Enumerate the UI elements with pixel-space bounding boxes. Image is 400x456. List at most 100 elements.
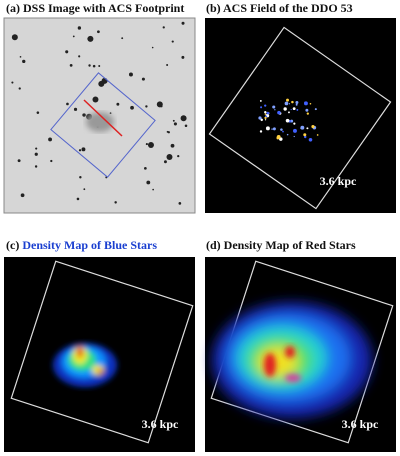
star	[166, 130, 169, 133]
star	[177, 154, 180, 158]
star	[141, 77, 145, 81]
star	[116, 102, 120, 106]
star	[259, 100, 262, 102]
star	[258, 116, 262, 120]
star	[66, 102, 69, 106]
star	[69, 63, 73, 67]
star	[272, 127, 276, 131]
star	[286, 98, 289, 102]
star	[264, 104, 267, 107]
star	[277, 110, 281, 115]
star	[92, 96, 99, 103]
star	[152, 188, 154, 191]
star	[282, 130, 284, 133]
star	[18, 87, 21, 90]
star	[316, 134, 319, 136]
star	[11, 81, 14, 84]
star	[264, 113, 267, 115]
star	[184, 124, 188, 128]
star	[260, 106, 263, 109]
star	[166, 153, 173, 160]
star	[81, 147, 86, 152]
panel-title: (c) Density Map of Blue Stars	[6, 238, 157, 252]
star	[130, 105, 134, 110]
star	[173, 122, 177, 126]
star	[306, 127, 309, 130]
star	[146, 180, 151, 185]
dss-image	[3, 17, 196, 214]
star	[77, 26, 82, 30]
panel-title: (a) DSS Image with ACS Footprint	[6, 1, 184, 15]
star	[181, 21, 185, 25]
star	[97, 30, 100, 34]
star	[98, 64, 101, 67]
star	[264, 116, 267, 120]
star	[306, 112, 309, 115]
star	[34, 152, 38, 156]
star	[284, 101, 289, 106]
star	[288, 103, 291, 105]
star	[88, 64, 91, 67]
star	[172, 119, 175, 122]
star	[109, 112, 112, 114]
star	[303, 133, 307, 137]
star	[292, 107, 296, 111]
panel-title: (d) Density Map of Red Stars	[206, 238, 356, 252]
star	[293, 122, 296, 125]
star	[266, 111, 270, 115]
panel-title: (b) ACS Field of the DDO 53	[206, 1, 353, 15]
star	[79, 176, 82, 179]
star	[178, 202, 182, 205]
scale-label: 3.6 kpc	[342, 417, 379, 431]
star	[296, 108, 299, 111]
star	[314, 108, 317, 111]
star	[283, 107, 287, 111]
star	[87, 37, 91, 41]
star	[180, 115, 187, 122]
star	[114, 201, 117, 204]
star	[50, 159, 53, 163]
star	[78, 149, 82, 152]
star	[151, 46, 154, 49]
star	[293, 135, 295, 138]
star	[291, 100, 294, 104]
star	[288, 111, 290, 114]
star	[92, 64, 96, 68]
star	[265, 126, 270, 131]
star	[87, 35, 94, 42]
star	[293, 128, 297, 133]
star	[271, 128, 273, 130]
star	[300, 125, 305, 130]
star	[72, 35, 75, 38]
star	[166, 63, 169, 66]
star	[276, 134, 281, 139]
star	[163, 160, 167, 164]
star	[260, 118, 263, 122]
star	[19, 56, 22, 58]
star	[82, 113, 86, 117]
star	[170, 143, 175, 148]
star	[73, 107, 78, 111]
star	[309, 102, 312, 105]
star	[128, 72, 133, 77]
blue-density-map: 3.6 kpc	[4, 257, 195, 452]
star	[264, 111, 267, 114]
star	[20, 193, 25, 198]
star	[171, 40, 174, 43]
red-density-map: 3.6 kpc	[205, 257, 396, 452]
star	[303, 101, 308, 106]
star	[290, 108, 292, 111]
star	[305, 108, 309, 112]
star	[98, 80, 105, 87]
star	[78, 55, 81, 58]
star	[156, 101, 163, 108]
star	[274, 109, 276, 111]
star	[280, 128, 283, 131]
star	[48, 137, 53, 142]
star	[259, 130, 263, 133]
star	[121, 37, 124, 40]
star	[145, 143, 148, 146]
star	[295, 103, 298, 106]
star	[295, 101, 299, 105]
